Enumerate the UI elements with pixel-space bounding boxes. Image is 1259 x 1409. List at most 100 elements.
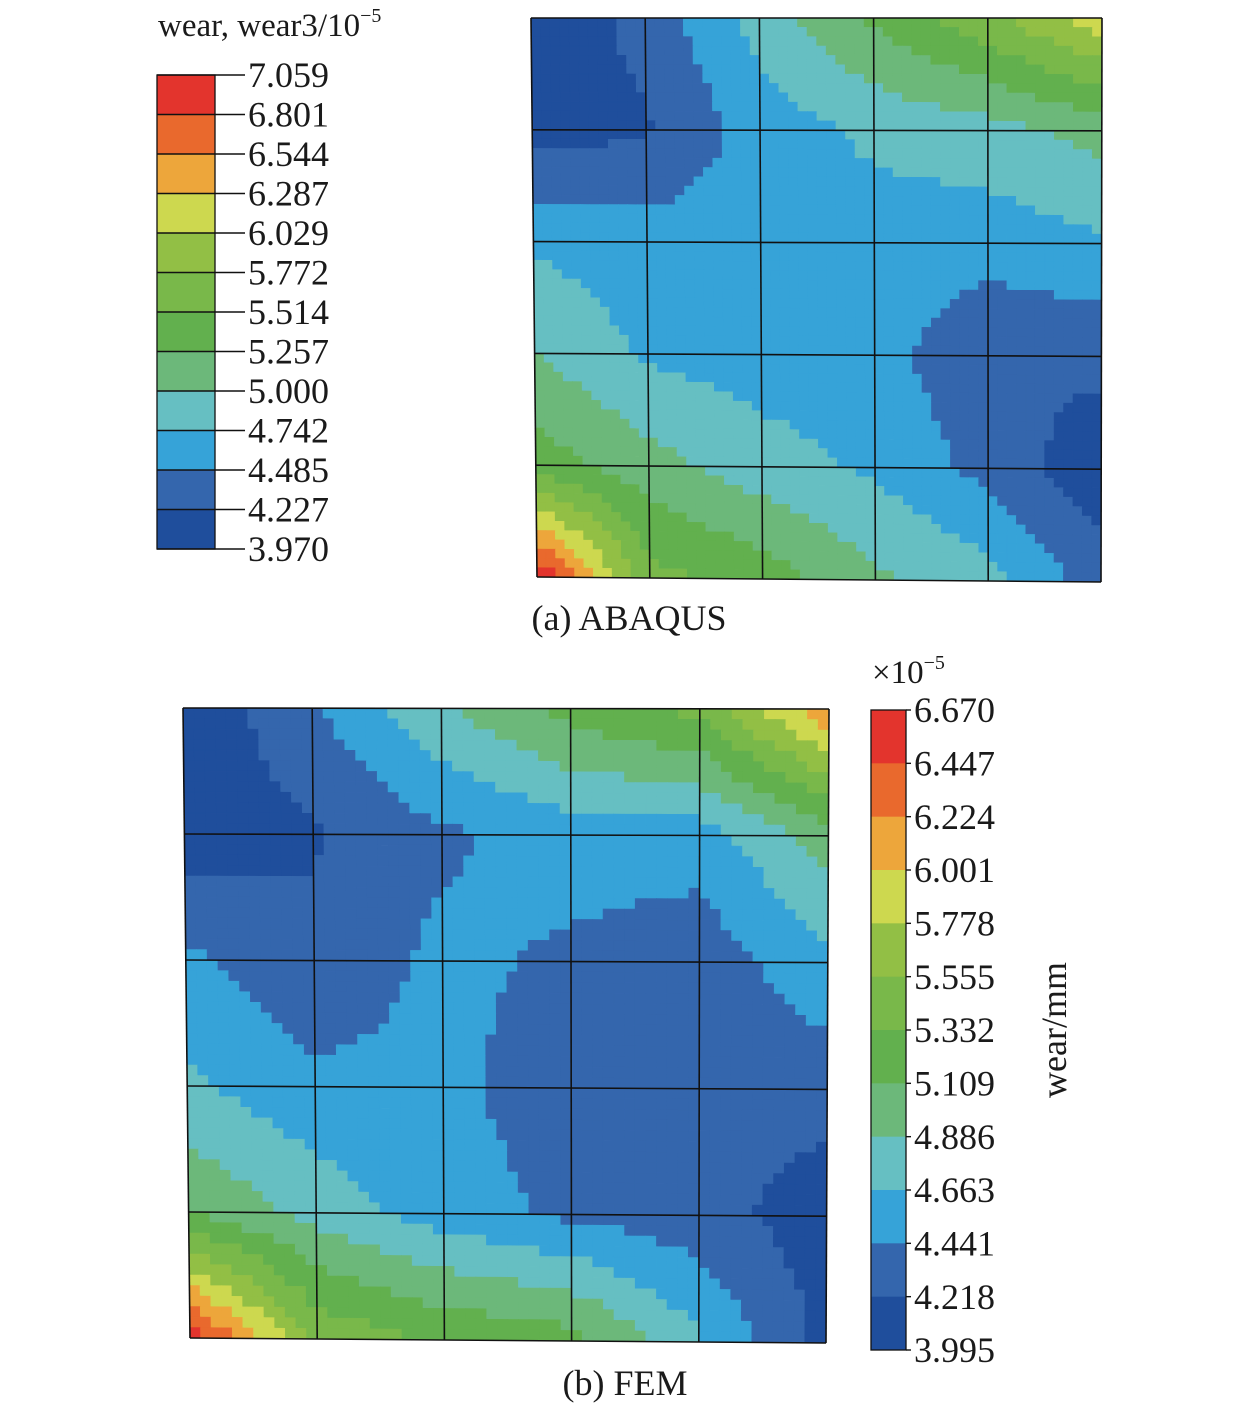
contour-cell — [997, 458, 1008, 469]
contour-cell — [535, 511, 547, 522]
contour-cell — [561, 213, 572, 224]
contour-cell — [721, 708, 733, 720]
contour-cell — [538, 729, 550, 741]
contour-cell — [1025, 196, 1036, 207]
contour-cell — [582, 502, 594, 513]
contour-cell — [195, 854, 207, 866]
contour-cell — [1082, 459, 1093, 470]
legend-tick-label: 6.224 — [914, 797, 995, 837]
contour-cell — [627, 213, 638, 224]
contour-cell — [712, 223, 724, 234]
contour-cell — [609, 344, 620, 355]
contour-cell — [675, 297, 686, 308]
contour-cell — [592, 493, 603, 504]
contour-cell — [892, 223, 904, 234]
contour-cell — [645, 120, 656, 131]
contour-cell — [1082, 233, 1093, 244]
contour-cell — [291, 844, 303, 856]
contour-cell — [543, 343, 554, 354]
contour-cell — [685, 381, 696, 392]
contour-cell — [818, 551, 829, 562]
contour-cell — [1044, 430, 1055, 441]
contour-cell — [667, 428, 678, 439]
contour-cell — [645, 101, 656, 112]
contour-cell — [676, 437, 687, 448]
contour-cell — [387, 760, 400, 772]
contour-cell — [409, 760, 421, 772]
contour-cell — [1034, 393, 1046, 404]
contour-cell — [855, 261, 866, 272]
contour-cell — [280, 854, 293, 867]
contour-cell — [613, 919, 625, 931]
contour-cell — [302, 897, 315, 909]
contour-cell — [618, 269, 629, 280]
contour-cell — [580, 260, 591, 271]
contour-cell — [281, 876, 293, 888]
contour-cell — [195, 907, 208, 919]
contour-cell — [1006, 318, 1017, 329]
contour-cell — [542, 259, 553, 270]
contour-cell — [550, 45, 561, 56]
contour-cell — [570, 771, 582, 783]
contour-cell — [997, 280, 1008, 291]
contour-cell — [548, 792, 561, 804]
contour-cell — [561, 194, 572, 205]
contour-cell — [806, 17, 817, 28]
contour-cell — [950, 458, 961, 469]
contour-cell — [1016, 487, 1027, 498]
contour-cell — [940, 327, 951, 338]
contour-cell — [1072, 525, 1083, 536]
contour-cell — [657, 447, 668, 458]
contour-cell — [1035, 102, 1046, 113]
contour-cell — [377, 844, 389, 856]
contour-cell — [619, 344, 630, 355]
contour-cell — [751, 270, 762, 281]
contour-cell — [645, 45, 656, 56]
contour-cell — [559, 750, 571, 762]
contour-cell — [987, 346, 998, 357]
contour-cell — [270, 907, 283, 919]
contour-cell — [742, 877, 754, 889]
contour-cell — [1044, 459, 1055, 470]
contour-cell — [227, 854, 239, 866]
contour-cell — [873, 55, 884, 66]
contour-cell — [409, 855, 422, 867]
contour-cell — [921, 167, 932, 178]
contour-cell — [883, 317, 894, 328]
contour-cell — [613, 824, 625, 836]
contour-cell — [845, 336, 857, 347]
contour-cell — [997, 374, 1008, 385]
contour-cell — [968, 449, 979, 460]
contour-cell — [617, 166, 628, 177]
contour-cell — [301, 728, 313, 741]
contour-cell — [855, 485, 867, 496]
contour-cell — [837, 504, 848, 515]
contour-cell — [1044, 449, 1055, 460]
contour-cell — [646, 223, 657, 234]
contour-cell — [377, 897, 390, 909]
contour-cell — [549, 855, 561, 867]
contour-cell — [561, 269, 572, 280]
contour-cell — [997, 17, 1008, 28]
contour-cell — [731, 232, 743, 243]
contour-cell — [1006, 83, 1017, 94]
contour-cell — [602, 530, 613, 541]
contour-cell — [817, 420, 829, 431]
contour-cell — [589, 241, 601, 252]
contour-cell — [950, 514, 961, 525]
contour-cell — [978, 336, 989, 347]
contour-cell — [714, 494, 725, 505]
contour-cell — [634, 771, 647, 783]
contour-cell — [552, 334, 564, 345]
contour-cell — [1034, 308, 1046, 319]
contour-cell — [874, 495, 885, 506]
contour-cell — [516, 855, 529, 867]
contour-cell — [806, 898, 818, 911]
contour-cell — [602, 729, 614, 741]
contour-cell — [473, 855, 486, 867]
contour-cell — [827, 523, 838, 534]
contour-cell — [806, 856, 818, 868]
contour-cell — [845, 101, 856, 112]
contour-cell — [527, 834, 539, 846]
